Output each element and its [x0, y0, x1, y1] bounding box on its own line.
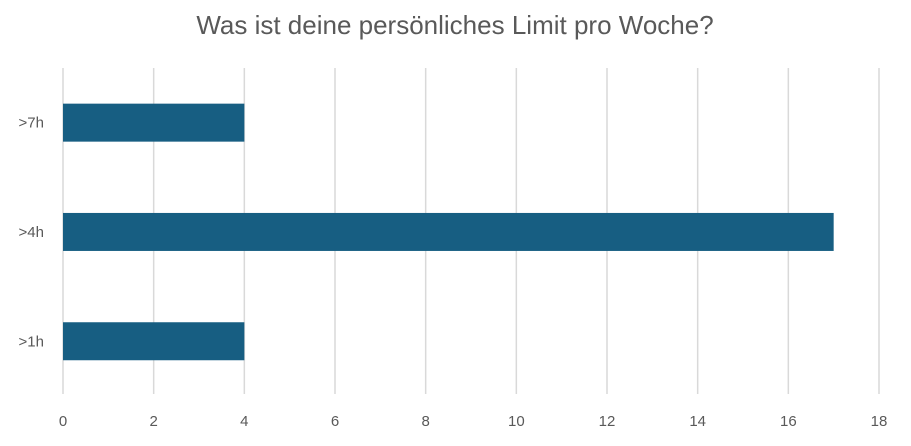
x-tick-label: 4: [240, 413, 248, 430]
x-tick-label: 10: [508, 413, 525, 430]
y-category-label: >7h: [19, 115, 44, 132]
bar: [63, 212, 834, 251]
bars: [63, 103, 834, 361]
y-axis-categories: >7h >4h >1h: [19, 115, 44, 351]
x-tick-label: 6: [331, 413, 339, 430]
chart-title: Was ist deine persönliches Limit pro Woc…: [196, 10, 713, 40]
x-tick-label: 12: [599, 413, 616, 430]
bar: [63, 322, 245, 361]
x-tick-label: 8: [421, 413, 429, 430]
x-tick-label: 2: [149, 413, 157, 430]
x-tick-label: 16: [780, 413, 797, 430]
x-tick-label: 14: [689, 413, 706, 430]
x-axis-ticks: 0 2 4 6 8 10 12 14 16 18: [59, 413, 888, 430]
y-category-label: >1h: [19, 333, 44, 350]
bar: [63, 103, 245, 142]
x-tick-label: 18: [871, 413, 888, 430]
y-category-label: >4h: [19, 224, 44, 241]
x-tick-label: 0: [59, 413, 67, 430]
